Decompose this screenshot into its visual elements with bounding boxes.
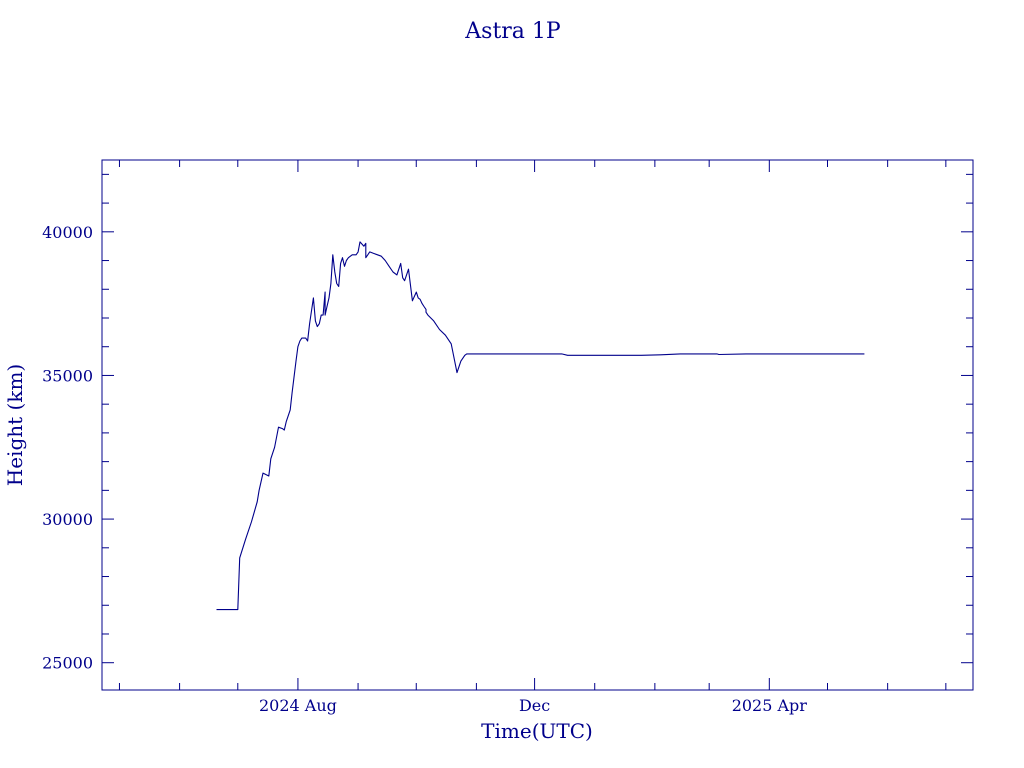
- axis-ticks: [102, 160, 973, 690]
- y-axis-label: Height (km): [3, 364, 27, 486]
- y-tick-label: 30000: [42, 510, 93, 529]
- series-line-height: [216, 241, 865, 611]
- tick-labels: 25000 30000 35000 40000 2024 Aug Dec 2025 Apr: [42, 223, 807, 715]
- x-tick-label: 2025 Apr: [732, 696, 808, 715]
- chart-title: Astra 1P: [464, 19, 561, 44]
- plot-frame: [101, 159, 974, 691]
- y-tick-label: 40000: [42, 223, 93, 242]
- x-tick-label: Dec: [519, 696, 550, 715]
- x-tick-label: 2024 Aug: [259, 696, 337, 715]
- x-axis-label: Time(UTC): [481, 719, 593, 743]
- y-tick-label: 35000: [42, 366, 93, 385]
- y-tick-label: 25000: [42, 654, 93, 673]
